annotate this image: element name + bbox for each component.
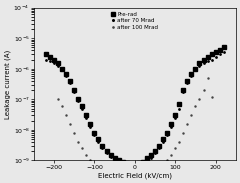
after 100 Mrad: [89, 159, 92, 161]
Pre-rad: [101, 145, 104, 147]
Pre-rad: [133, 164, 136, 166]
Pre-rad: [65, 72, 67, 75]
after 70 Mrad: [125, 164, 128, 166]
Pre-rad: [77, 98, 80, 100]
Pre-rad: [117, 159, 120, 161]
after 100 Mrad: [97, 169, 100, 171]
Pre-rad: [125, 162, 128, 165]
after 100 Mrad: [113, 175, 116, 178]
Pre-rad: [93, 132, 96, 134]
Pre-rad: [44, 53, 47, 55]
after 100 Mrad: [61, 105, 64, 107]
after 70 Mrad: [133, 169, 136, 171]
after 100 Mrad: [109, 175, 112, 178]
after 100 Mrad: [93, 164, 96, 166]
after 100 Mrad: [69, 123, 72, 126]
Pre-rad: [121, 161, 124, 163]
after 70 Mrad: [89, 126, 92, 128]
after 100 Mrad: [85, 154, 88, 156]
after 100 Mrad: [73, 132, 76, 134]
after 70 Mrad: [73, 90, 76, 93]
Legend: Pre-rad, after 70 Mrad, after 100 Mrad: Pre-rad, after 70 Mrad, after 100 Mrad: [110, 10, 160, 31]
after 70 Mrad: [44, 59, 47, 61]
after 70 Mrad: [53, 62, 55, 64]
after 70 Mrad: [61, 69, 64, 71]
Pre-rad: [105, 150, 108, 152]
after 70 Mrad: [113, 158, 116, 160]
after 70 Mrad: [48, 60, 51, 62]
after 100 Mrad: [125, 179, 128, 181]
after 70 Mrad: [101, 147, 104, 149]
Pre-rad: [53, 59, 55, 61]
Pre-rad: [129, 164, 132, 166]
after 70 Mrad: [85, 117, 88, 119]
after 100 Mrad: [121, 178, 124, 180]
Pre-rad: [61, 68, 64, 70]
after 100 Mrad: [117, 176, 120, 178]
Pre-rad: [89, 123, 92, 126]
after 70 Mrad: [121, 162, 124, 165]
after 70 Mrad: [81, 107, 84, 110]
Pre-rad: [69, 80, 72, 82]
Pre-rad: [81, 105, 84, 107]
Line: after 100 Mrad: after 100 Mrad: [57, 98, 136, 183]
Pre-rad: [48, 55, 51, 58]
after 70 Mrad: [117, 161, 120, 163]
after 100 Mrad: [129, 181, 132, 183]
after 70 Mrad: [57, 65, 60, 68]
Pre-rad: [85, 114, 88, 116]
after 100 Mrad: [57, 98, 60, 100]
Pre-rad: [97, 138, 100, 140]
after 70 Mrad: [105, 152, 108, 154]
Pre-rad: [57, 62, 60, 64]
after 100 Mrad: [77, 141, 80, 143]
after 70 Mrad: [93, 133, 96, 136]
after 100 Mrad: [133, 181, 136, 183]
X-axis label: Electric Field (kV/cm): Electric Field (kV/cm): [98, 172, 172, 179]
Pre-rad: [73, 89, 76, 91]
Y-axis label: Leakage current (A): Leakage current (A): [4, 49, 11, 119]
after 100 Mrad: [65, 114, 67, 116]
after 70 Mrad: [77, 100, 80, 102]
after 100 Mrad: [105, 173, 108, 175]
after 70 Mrad: [69, 82, 72, 84]
Line: Pre-rad: Pre-rad: [44, 53, 137, 167]
Line: after 70 Mrad: after 70 Mrad: [44, 58, 136, 171]
after 100 Mrad: [81, 147, 84, 149]
after 70 Mrad: [97, 141, 100, 143]
Pre-rad: [109, 154, 112, 156]
Pre-rad: [113, 157, 116, 159]
after 70 Mrad: [109, 156, 112, 158]
after 70 Mrad: [129, 166, 132, 168]
after 100 Mrad: [101, 171, 104, 174]
after 70 Mrad: [65, 74, 67, 77]
